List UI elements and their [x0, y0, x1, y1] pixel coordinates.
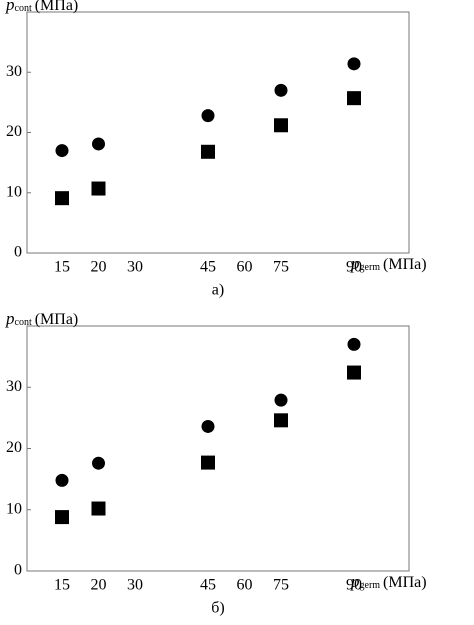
- point-circle: [55, 144, 69, 158]
- point-square: [274, 413, 288, 428]
- y-tick-label: 0: [14, 244, 22, 261]
- chart-caption: б): [211, 600, 224, 617]
- label-symbol: p: [5, 0, 15, 14]
- x-tick-label: 60: [237, 259, 253, 276]
- label-unit: (МПа): [35, 0, 79, 14]
- y-tick-label: 0: [14, 562, 22, 579]
- point-square: [55, 191, 69, 206]
- x-tick-label: 90: [346, 259, 362, 276]
- x-tick-label: 90: [346, 577, 362, 594]
- plot-frame: [26, 11, 410, 254]
- point-square: [347, 365, 361, 380]
- y-tick-label: 20: [6, 123, 22, 140]
- label-unit: (МПа): [35, 311, 79, 328]
- point-circle: [201, 109, 215, 123]
- label-symbol: p: [5, 309, 15, 328]
- y-tick-label: 30: [6, 378, 22, 395]
- x-tick-label: 45: [200, 259, 216, 276]
- point-square: [91, 181, 106, 196]
- x-axis-label: pgerm (МПа): [350, 572, 427, 591]
- point-circle: [55, 473, 69, 487]
- point-square: [347, 91, 361, 106]
- y-tick-label: 10: [6, 183, 22, 200]
- chart-caption: а): [212, 282, 224, 299]
- x-tick-label: 15: [54, 259, 70, 276]
- label-subscript: germ: [360, 580, 381, 591]
- point-square: [274, 118, 288, 133]
- x-tick-label: 30: [127, 577, 143, 594]
- point-circle: [347, 337, 361, 351]
- x-tick-label: 20: [91, 577, 107, 594]
- y-tick-label: 10: [6, 500, 22, 517]
- x-axis-label: pgerm (МПа): [350, 254, 427, 273]
- y-axis-label: pcont (МПа): [5, 309, 78, 328]
- label-subscript: cont: [15, 317, 32, 328]
- point-circle: [201, 419, 215, 433]
- y-axis-label: pcont (МПа): [5, 0, 78, 14]
- x-tick-label: 60: [237, 577, 253, 594]
- point-circle: [92, 456, 105, 470]
- x-tick-label: 75: [273, 259, 289, 276]
- label-unit: (МПа): [383, 574, 427, 591]
- point-square: [201, 455, 215, 470]
- x-tick-label: 20: [91, 259, 107, 276]
- point-circle: [347, 57, 361, 71]
- x-tick-label: 30: [127, 259, 143, 276]
- label-symbol: p: [350, 254, 360, 273]
- x-tick-label: 75: [273, 577, 289, 594]
- point-circle: [92, 137, 105, 151]
- x-tick-label: 15: [54, 577, 70, 594]
- point-square: [55, 510, 69, 525]
- point-circle: [274, 393, 288, 407]
- label-symbol: p: [350, 572, 360, 591]
- point-circle: [274, 83, 288, 97]
- label-subscript: germ: [360, 262, 381, 273]
- y-tick-label: 20: [6, 439, 22, 456]
- label-unit: (МПа): [383, 256, 427, 273]
- point-square: [201, 144, 215, 159]
- point-square: [91, 501, 106, 516]
- y-tick-label: 30: [6, 63, 22, 80]
- plot-frame: [26, 325, 410, 572]
- x-tick-label: 45: [200, 577, 216, 594]
- label-subscript: cont: [15, 3, 32, 14]
